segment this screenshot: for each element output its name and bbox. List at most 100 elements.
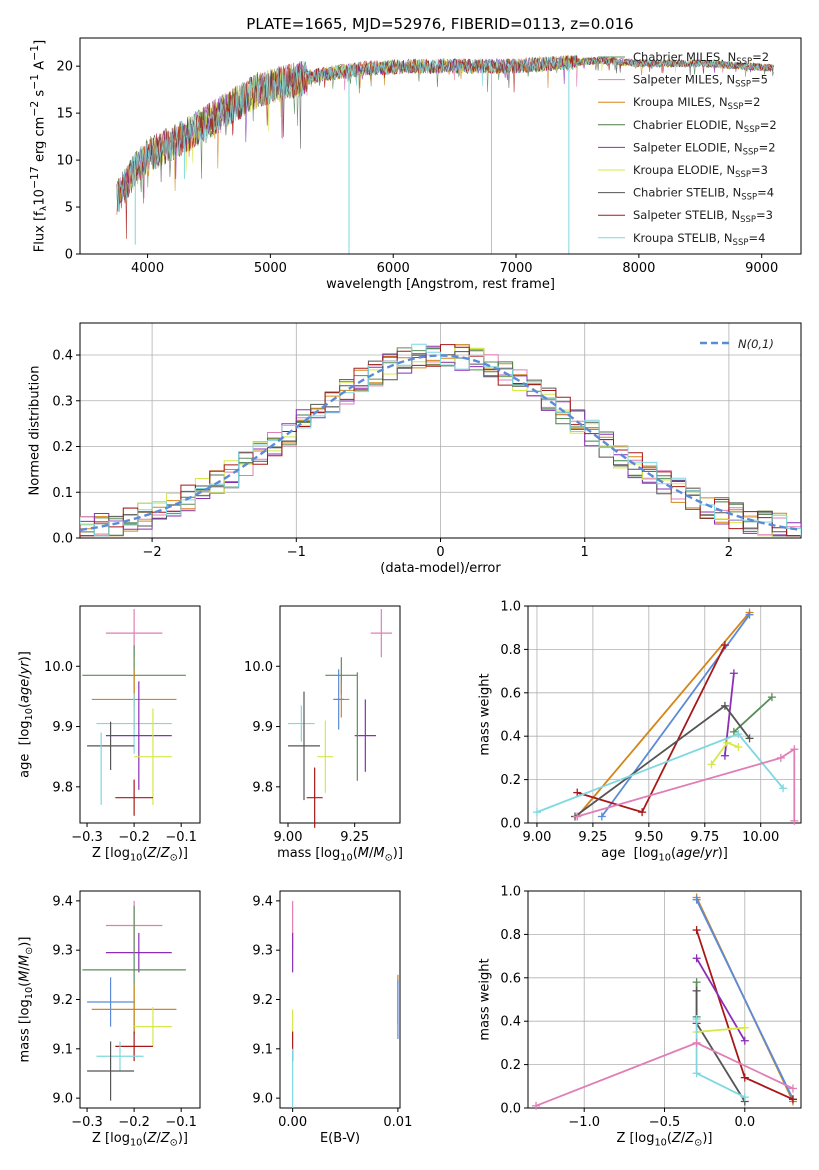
y-tick-label: 0.2: [500, 773, 521, 788]
axes-frame: [527, 605, 802, 824]
x-tick-label: 8000: [622, 261, 655, 276]
residual-histograms: [80, 343, 801, 537]
y-tick-label: 1.0: [500, 885, 521, 900]
y-tick-label: 0.6: [500, 971, 521, 986]
x-tick-label: 2: [725, 545, 733, 560]
legend-subscript: SSP: [735, 170, 751, 180]
figure-title: PLATE=1665, MJD=52976, FIBERID=0113, z=0…: [246, 15, 633, 33]
weight-series: [692, 926, 797, 1104]
y-tick-label: 0.2: [500, 1058, 521, 1073]
y-tick-label: 9.1: [52, 1042, 73, 1057]
axes-frame: [79, 605, 201, 824]
spectrum-panel: 4000 5000 6000 7000 8000 9000 0 5 10 15 20 waveleng…: [28, 37, 802, 292]
y-tick-label: 9.0: [252, 1092, 273, 1107]
axes-frame: [527, 890, 802, 1109]
x-tick-label: 0.0: [734, 1115, 755, 1130]
x-tick-label: 1: [581, 545, 589, 560]
y-tick-label: 20: [56, 60, 73, 75]
weight-line: [536, 732, 784, 813]
residuals-panel: −2 −1 0 1 2 0.0 0.1 0.2 0.3 0.4 N(0,1) (data-model)…: [27, 322, 802, 576]
legend-label: Kroupa STELIB, NSSP=4: [633, 231, 765, 248]
weight-line: [695, 957, 746, 1042]
legend-count: =3: [756, 208, 773, 222]
errorbar-point: [91, 984, 177, 1035]
y-tick-label: 0.0: [52, 532, 73, 547]
spectrum-lines: [116, 54, 774, 254]
legend-subscript: SSP: [743, 147, 759, 157]
y-tick-label: 0.2: [52, 440, 73, 455]
x-axis-label: mass [log10(M/M⊙)]: [277, 846, 403, 864]
x-tick-label: 9.25: [340, 830, 369, 845]
weight-line: [576, 611, 751, 818]
x-tick-label: 9.25: [578, 830, 607, 845]
x-axis-label: age [log10(age/yr)]: [601, 846, 728, 864]
errorbar-point: [288, 705, 315, 742]
weight-series: [570, 701, 754, 821]
y-tick-label: 0.4: [52, 349, 73, 364]
residual-histogram: [80, 343, 801, 537]
x-tick-label: 9.00: [522, 830, 551, 845]
x-axis-label: (data-model)/error: [380, 561, 500, 576]
y-tick-label: 9.2: [52, 993, 73, 1008]
errorbar-point: [87, 721, 135, 770]
y-tick-label: 9.1: [252, 1042, 273, 1057]
x-tick-label: −0.1: [165, 830, 197, 845]
legend-label: Chabrier ELODIE, NSSP=2: [633, 118, 777, 135]
spectrum-line-chabrier-stelib: [116, 54, 774, 212]
y-tick-label: 10: [56, 154, 73, 169]
weight-series: [692, 954, 749, 1045]
legend-label: Chabrier MILES, NSSP=2: [633, 50, 769, 67]
y-tick-label: 10.0: [44, 660, 73, 675]
errorbar-point: [87, 977, 135, 1027]
x-tick-label: 7000: [499, 261, 532, 276]
weight-line: [576, 747, 796, 821]
legend-label: Kroupa MILES, NSSP=2: [633, 95, 760, 112]
x-tick-label: 9.75: [690, 830, 719, 845]
errorbar-point: [333, 669, 344, 730]
y-tick-label: 9.3: [252, 944, 273, 959]
legend-label: Salpeter STELIB, NSSP=3: [633, 208, 773, 225]
weight-line: [724, 673, 735, 756]
mass-vs-extinction-panel: 0.00 0.01 9.0 9.1 9.2 9.3 9.4 E(B-V): [252, 890, 412, 1146]
x-tick-label: −0.1: [165, 1115, 197, 1130]
weight-series: [720, 669, 738, 760]
legend-label: Salpeter ELODIE, NSSP=2: [633, 140, 776, 157]
y-tick-label: 15: [56, 107, 73, 122]
y-tick-label: 5: [65, 201, 73, 216]
y-tick-label: 0: [65, 248, 73, 263]
x-tick-label: −2: [143, 545, 162, 560]
y-axis-label: Flux [fλ10−17 erg cm−2 s−1 A−1]: [28, 40, 46, 252]
weight-series: [692, 1015, 749, 1102]
x-tick-label: −1.0: [568, 1115, 600, 1130]
y-tick-label: 0.8: [500, 643, 521, 658]
x-tick-label: 6000: [377, 261, 410, 276]
normal-legend-label: N(0,1): [738, 337, 774, 351]
x-tick-label: −0.2: [118, 1115, 150, 1130]
y-axis-label: age [log10(age/yr)]: [17, 651, 35, 778]
errorbar-point: [354, 699, 376, 772]
spectrum-legend: Chabrier MILES, NSSP=2 Salpeter MILES, NS…: [598, 50, 777, 248]
errorbar-point: [306, 767, 323, 828]
weight-series: [707, 738, 743, 769]
weight-series: [573, 608, 754, 821]
legend-count: =2: [759, 140, 776, 154]
legend-subscript: SSP: [736, 57, 752, 67]
age-vs-metallicity-panel: −0.3 −0.2 −0.1 9.8 9.9 10.0 Z [log10(Z/Z⊙)] age…: [17, 605, 201, 864]
normal-curve: [80, 354, 799, 532]
x-tick-label: −0.5: [649, 1115, 681, 1130]
y-tick-label: 0.8: [500, 928, 521, 943]
y-tick-label: 9.4: [252, 894, 273, 909]
age-vs-mass-panel: 9.00 9.25 9.8 9.9 10.0 mass [log10(M/M⊙)]: [244, 605, 403, 864]
weight-vs-age-panel: 9.00 9.25 9.50 9.75 10.00 0.0 0.2 0.4 0.6 0.8 1.0 a…: [477, 600, 802, 864]
legend-count: =2: [752, 50, 769, 64]
x-axis-label: E(B-V): [320, 1131, 360, 1146]
errorbar-point: [134, 1006, 172, 1047]
errorbar-point: [96, 693, 172, 754]
legend-count: =4: [748, 231, 765, 245]
axes-frame: [279, 605, 401, 824]
weight-line: [696, 1026, 745, 1033]
x-tick-label: 9000: [745, 261, 778, 276]
x-axis-label: Z [log10(Z/Z⊙)]: [617, 1131, 713, 1149]
y-axis-label: mass weight: [477, 673, 492, 755]
